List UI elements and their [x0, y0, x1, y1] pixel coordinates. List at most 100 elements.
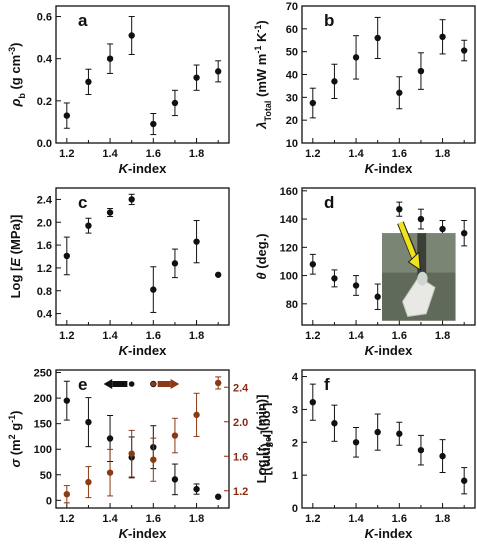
data-point — [85, 222, 92, 229]
data-point — [85, 418, 92, 426]
data-point — [171, 99, 179, 107]
x-tick-label: 1.2 — [59, 330, 74, 342]
droplet-photo — [382, 221, 456, 321]
data-point — [128, 32, 135, 39]
panel-b: 1.2 1.4 1.6 1.8 10 20 30 40 50 60 70 K-index λTotal … — [253, 1, 476, 176]
data-point — [85, 78, 92, 86]
data-point — [439, 33, 446, 41]
y-tick-label: 150 — [34, 419, 52, 431]
data-point-right — [128, 450, 135, 457]
legend-marker-right — [150, 380, 157, 388]
data-point — [106, 209, 114, 216]
data-point — [331, 275, 338, 282]
y-right-tick-label: 1.2 — [233, 486, 248, 498]
panel-label: a — [78, 11, 88, 30]
data-point-right — [214, 379, 222, 387]
data-point — [352, 54, 360, 61]
x-tick-label: 1.8 — [435, 513, 450, 525]
plot-frame — [55, 187, 230, 326]
x-tick-label: 1.6 — [146, 513, 161, 525]
x-axis-label: K-index — [119, 161, 167, 176]
y-tick-label: 2 — [292, 437, 298, 449]
y-axis-label: λTotal (mW m-1 K-1) — [253, 20, 273, 129]
x-tick-label: 1.8 — [189, 330, 204, 342]
left-arrow-shaft — [112, 381, 128, 387]
y-tick-label: 4 — [292, 372, 299, 384]
y-tick-label: 2.0 — [37, 217, 52, 229]
plot-frame — [55, 369, 230, 509]
y-axis-label: θ (deg.) — [254, 233, 269, 279]
y-tick-label: 0.2 — [37, 96, 52, 108]
x-axis-label: K-index — [119, 343, 167, 358]
panel-f: 1.2 1.4 1.6 1.8 0 1 2 3 4 K-index Log [tgel (min)]… — [254, 369, 476, 541]
y-tick-label: 0.6 — [37, 12, 52, 24]
x-tick-label: 1.8 — [435, 330, 450, 342]
y-tick-label: 80 — [286, 299, 298, 311]
data-point — [214, 271, 222, 278]
x-tick-label: 1.4 — [102, 330, 118, 342]
data-point — [214, 493, 222, 500]
panel-label: e — [78, 375, 87, 394]
x-tick-label: 1.4 — [102, 148, 118, 160]
data-point-right — [63, 491, 71, 498]
x-tick-label: 1.2 — [59, 513, 74, 525]
y-tick-label: 200 — [34, 393, 52, 405]
data-point — [396, 430, 403, 437]
data-point — [106, 55, 114, 62]
y-tick-label: 140 — [280, 214, 298, 226]
plot-frame — [301, 369, 476, 509]
y-tick-label: 0 — [46, 495, 52, 507]
y-tick-label: 2.4 — [37, 194, 53, 206]
yellow-arrow-head — [407, 251, 421, 271]
data-point — [352, 439, 360, 446]
data-point — [214, 68, 222, 75]
data-point — [63, 112, 71, 119]
panel-label: d — [324, 193, 334, 212]
y-tick-label: 3 — [292, 404, 298, 416]
x-tick-label: 1.2 — [305, 148, 320, 160]
x-tick-label: 1.6 — [392, 513, 407, 525]
y-axis-label: Log [tgel (min)] — [254, 395, 273, 484]
y-tick-label: 0 — [292, 503, 298, 515]
x-tick-label: 1.2 — [305, 330, 320, 342]
y-tick-label: 1 — [292, 470, 298, 482]
right-arrow-shaft — [157, 381, 171, 387]
x-axis-label: K-index — [365, 161, 413, 176]
data-point — [439, 225, 446, 233]
needle-holder — [417, 233, 427, 282]
y-tick-label: 40 — [286, 70, 298, 82]
y-tick-label: 0.4 — [37, 54, 53, 66]
data-point — [171, 260, 179, 267]
data-point — [63, 397, 71, 404]
data-point — [106, 435, 114, 442]
data-point — [193, 74, 200, 81]
panel-d: 1.2 1.4 1.6 1.8 80 100 120 140 160 K-index θ (deg.… — [254, 186, 476, 358]
x-tick-label: 1.8 — [189, 148, 204, 160]
y-tick-label: 250 — [34, 368, 52, 380]
y-axis-label: Log [E (MPa)] — [8, 215, 23, 299]
data-point — [309, 99, 317, 107]
data-point — [396, 205, 403, 213]
y-tick-label: 1.6 — [37, 240, 52, 252]
data-point — [374, 34, 381, 42]
y-tick-label: 0.4 — [37, 309, 53, 321]
x-axis-label: K-index — [119, 526, 167, 541]
data-point — [439, 452, 446, 460]
y-tick-label: 100 — [34, 444, 52, 456]
y-tick-label: 10 — [286, 138, 298, 150]
y-tick-label: 0.8 — [37, 286, 52, 298]
data-point — [331, 78, 338, 85]
data-point — [309, 261, 317, 268]
right-arrow-icon — [170, 379, 180, 389]
data-point-right — [193, 411, 200, 419]
x-tick-label: 1.6 — [392, 148, 407, 160]
x-tick-label: 1.2 — [59, 148, 74, 160]
data-point — [460, 229, 468, 237]
x-tick-label: 1.8 — [435, 148, 450, 160]
data-point — [374, 293, 381, 300]
y-tick-label: 160 — [280, 186, 298, 198]
x-tick-label: 1.6 — [146, 330, 161, 342]
aerogel-sample — [402, 276, 436, 317]
x-tick-label: 1.8 — [189, 513, 204, 525]
data-point-right — [150, 456, 157, 463]
